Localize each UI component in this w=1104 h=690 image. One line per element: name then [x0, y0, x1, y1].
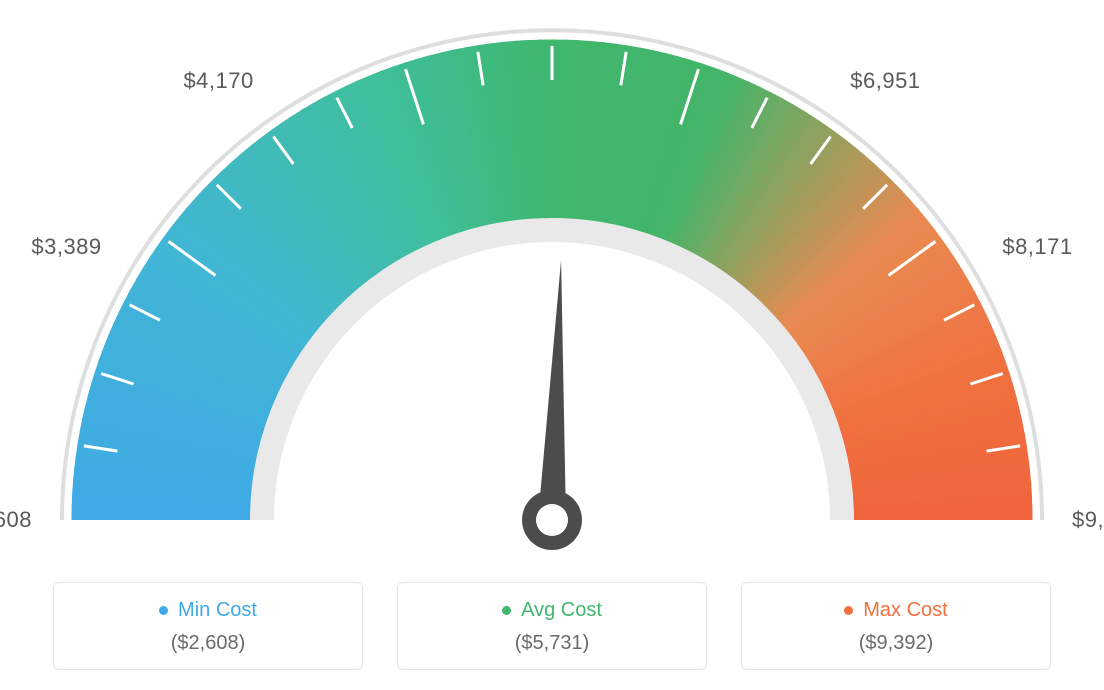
legend-card-avg: Avg Cost ($5,731) — [397, 582, 707, 670]
legend-title-label: Min Cost — [178, 599, 257, 622]
legend-title-avg: Avg Cost — [502, 599, 602, 622]
legend-card-max: Max Cost ($9,392) — [741, 582, 1051, 670]
gauge-tick-label: $6,951 — [850, 68, 920, 94]
legend-value-max: ($9,392) — [752, 632, 1040, 655]
gauge-tick-label: $3,389 — [31, 234, 101, 260]
gauge-tick-label: $9,392 — [1072, 507, 1104, 533]
legend-card-min: Min Cost ($2,608) — [53, 582, 363, 670]
gauge-tick-label: $4,170 — [183, 68, 253, 94]
legend-value-avg: ($5,731) — [408, 632, 696, 655]
gauge-tick-label: $2,608 — [0, 507, 32, 533]
dot-icon — [502, 606, 511, 615]
dot-icon — [159, 606, 168, 615]
legend-title-label: Max Cost — [863, 599, 947, 622]
legend-row: Min Cost ($2,608) Avg Cost ($5,731) Max … — [0, 582, 1104, 670]
legend-title-min: Min Cost — [159, 599, 257, 622]
legend-value-min: ($2,608) — [64, 632, 352, 655]
dot-icon — [844, 606, 853, 615]
legend-title-max: Max Cost — [844, 599, 947, 622]
gauge-tick-label: $8,171 — [1002, 234, 1072, 260]
gauge-svg — [0, 0, 1104, 560]
gauge-chart: $2,608$3,389$4,170$5,731$6,951$8,171$9,3… — [0, 0, 1104, 560]
legend-title-label: Avg Cost — [521, 599, 602, 622]
